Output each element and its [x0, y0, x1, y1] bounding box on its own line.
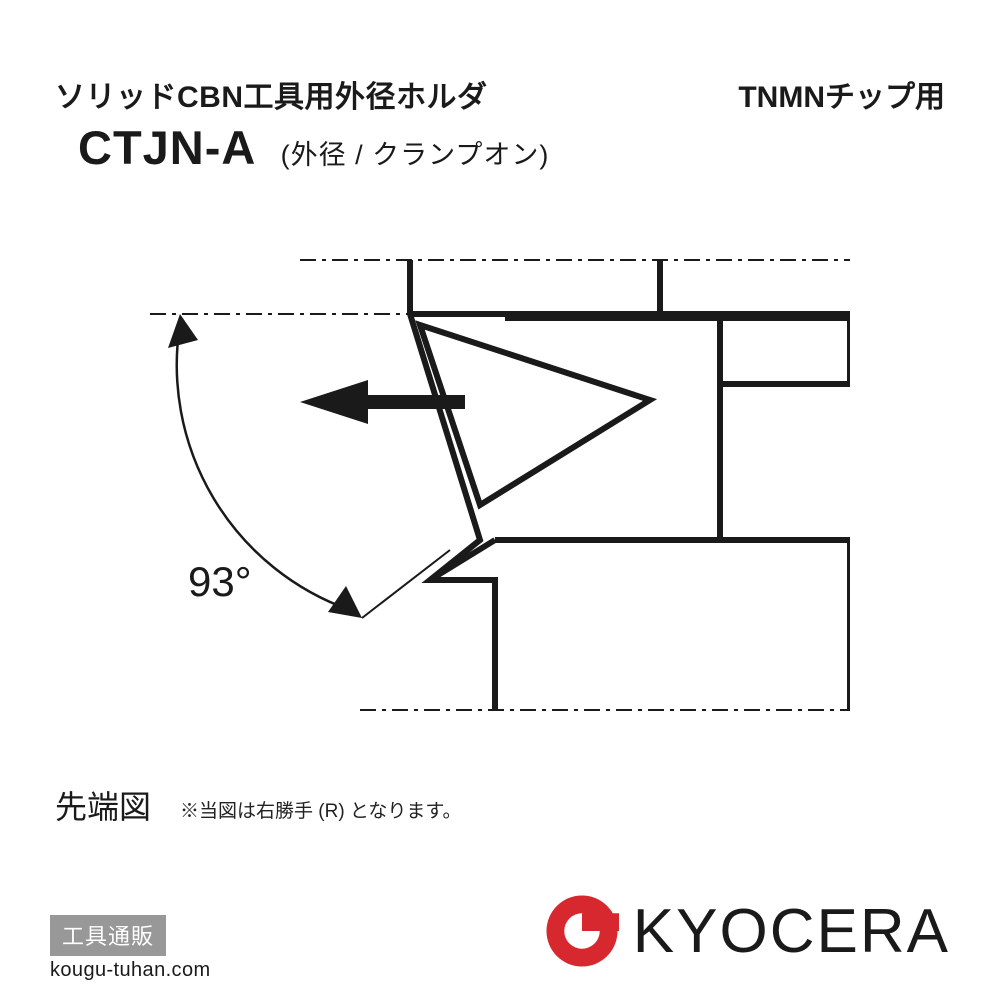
kyocera-logo: KYOCERA — [545, 894, 950, 968]
diagram-svg — [150, 240, 850, 720]
model-subtitle: (外径 / クランプオン) — [281, 140, 550, 170]
chip-type-label: TNMNチップ用 — [738, 72, 945, 116]
tip-note: ※当図は右勝手 (R) となります。 — [180, 796, 461, 823]
model-code: CTJN-A — [78, 121, 255, 174]
model-title: CTJN-A (外径 / クランプオン) — [78, 120, 549, 175]
kyocera-logo-text: KYOCERA — [633, 896, 950, 967]
header-row: ソリッドCBN工具用外径ホルダ TNMNチップ用 — [55, 72, 945, 116]
tip-diagram: 93° — [150, 240, 850, 720]
angle-label: 93° — [188, 558, 252, 606]
series-title: ソリッドCBN工具用外径ホルダ — [55, 72, 488, 116]
tip-caption: 先端図 — [55, 782, 151, 828]
shop-url: kougu-tuhan.com — [50, 959, 211, 982]
shop-badge: 工具通販 — [50, 915, 166, 956]
kyocera-logo-icon — [545, 894, 619, 968]
